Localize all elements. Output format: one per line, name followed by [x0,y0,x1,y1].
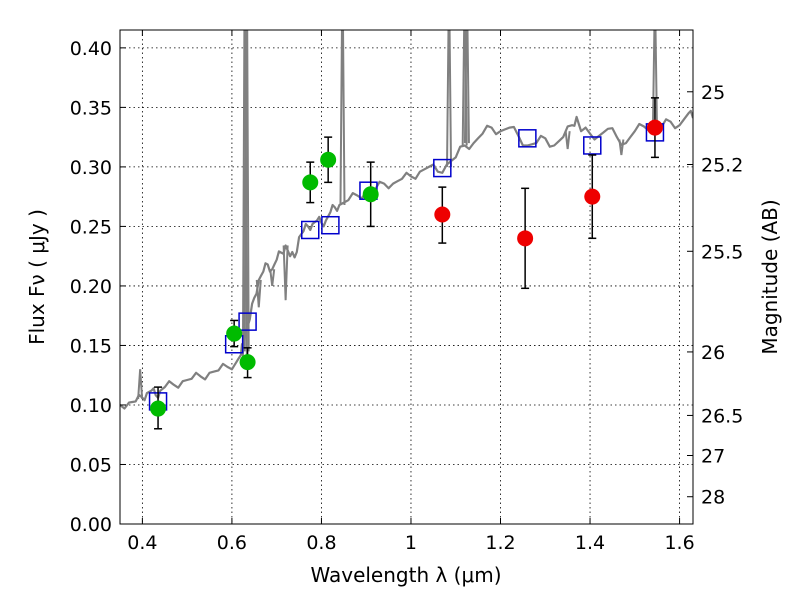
green-data-point [239,354,256,371]
y-tick-label: 0.15 [70,335,112,357]
plot-area [120,30,693,430]
model-photometry-box [301,220,320,240]
x-tick-label: 0.8 [306,532,336,554]
green-data-point [302,174,319,191]
model-photometry-box [433,158,452,178]
green-data-point [150,400,167,417]
emission-line-spike [243,30,250,352]
red-data-point [434,206,451,223]
absorption-feature [282,245,289,301]
x-tick-label: 1.2 [485,532,515,554]
model-photometry-box [583,136,602,155]
x-tick-label: 0.4 [127,532,157,554]
absorption-feature [137,369,144,400]
emission-line-spike [463,30,470,144]
y2-tick-label: 25 [701,82,725,104]
axis-ticks [120,30,693,525]
green-data-point [320,151,337,168]
y2-tick-label: 26 [701,342,725,364]
clipped-plot [120,30,693,430]
y-axis-label: Flux Fν ( μJy ) [25,209,49,345]
model-photometry-box [321,215,340,235]
emission-line-spike [651,30,658,127]
model-photometry-box [238,312,257,331]
red-data-point [646,119,663,136]
absorption-feature [618,139,625,156]
y-tick-label: 0.05 [70,454,112,476]
y-tick-label: 0.20 [70,276,112,298]
absorption-feature [269,269,276,287]
y2-tick-label: 25.2 [701,154,743,176]
emission-line-spike [339,30,346,205]
green-data-point [226,325,243,342]
green-data-point [362,186,379,203]
y-tick-label: 0.00 [70,514,112,536]
plot-frame [119,29,694,525]
y2-tick-label: 27 [701,445,725,467]
x-tick-label: 1.4 [575,532,605,554]
absorption-feature [564,131,571,150]
red-data-point [584,188,601,205]
absorption-feature [255,279,262,308]
y-tick-label: 0.35 [70,97,112,119]
emission-line-spike [446,30,453,167]
x-axis-label: Wavelength λ (μm) [310,563,501,587]
model-photometry-box [518,129,537,148]
y2-tick-label: 28 [701,487,725,509]
x-tick-label: 0.6 [217,532,247,554]
axis-tick-labels: 0.4 0.6 0.8 1 1.2 1.4 1.6 0.00 0.05 0.10 0.15 0.20 0… [70,38,744,554]
y2-tick-label: 25.5 [701,241,743,263]
red-data-point [517,230,534,247]
y-tick-label: 0.30 [70,157,112,179]
y-tick-label: 0.10 [70,395,112,417]
y-tick-label: 0.40 [70,38,112,60]
y2-axis-label: Magnitude (AB) [758,199,782,354]
x-tick-label: 1.6 [664,532,694,554]
x-tick-label: 1 [405,532,417,554]
y2-tick-label: 26.5 [701,405,743,427]
y-tick-label: 0.25 [70,216,112,238]
